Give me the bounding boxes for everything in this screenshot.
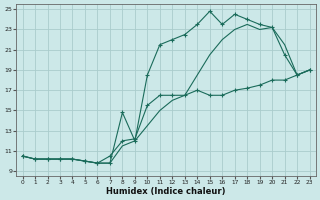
X-axis label: Humidex (Indice chaleur): Humidex (Indice chaleur) (106, 187, 226, 196)
